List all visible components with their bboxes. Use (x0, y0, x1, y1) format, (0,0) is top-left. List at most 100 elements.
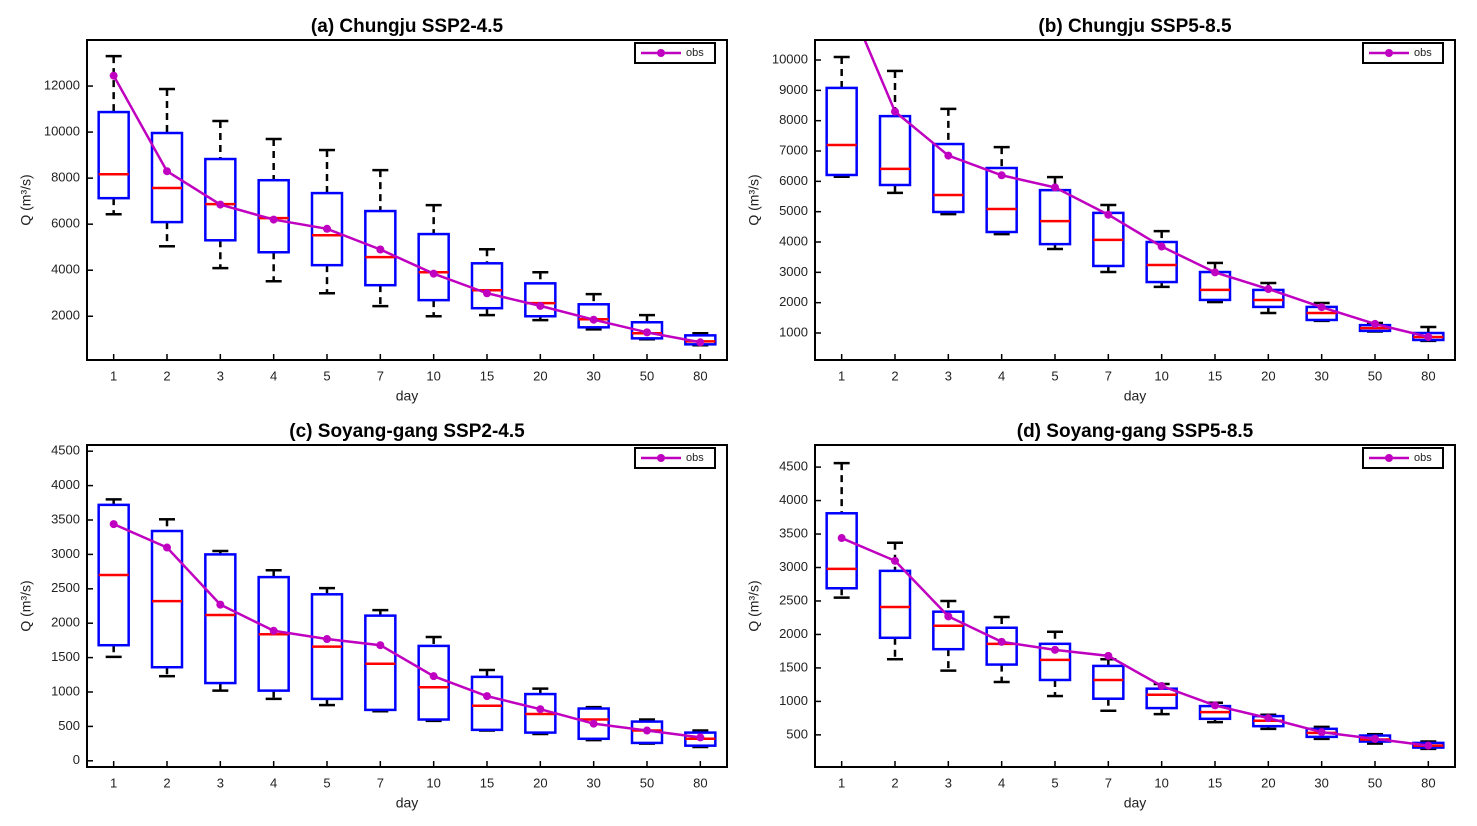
obs-marker (696, 733, 705, 742)
x-tick-label: 80 (1421, 775, 1435, 790)
box (577, 707, 610, 741)
x-tick-label: 15 (480, 368, 494, 383)
obs-marker (1157, 681, 1166, 690)
obs-marker (269, 215, 278, 224)
chart-title: (b) Chungju SSP5-8.5 (1038, 16, 1232, 37)
x-tick-label: 4 (270, 368, 277, 383)
y-tick-label: 3500 (51, 511, 80, 526)
obs-marker (643, 328, 651, 337)
box (1145, 687, 1178, 710)
box (470, 675, 504, 732)
x-tick-label: 50 (640, 775, 654, 790)
obs-marker (163, 167, 171, 176)
y-tick-label: 5000 (779, 203, 808, 218)
obs-marker (429, 672, 438, 681)
obs-marker (1317, 303, 1326, 312)
obs-marker (323, 224, 331, 233)
obs-marker (1051, 645, 1059, 654)
x-tick-label: 5 (1051, 775, 1058, 790)
box (417, 232, 450, 302)
box (630, 320, 664, 340)
y-tick-label: 2000 (51, 615, 80, 630)
obs-marker (997, 171, 1006, 180)
panel: (c) Soyang-gang SSP2-4.5 day Q (m³/s) 0 500 1… (18, 421, 728, 811)
obs-marker (1104, 651, 1113, 660)
y-tick-label: 500 (58, 718, 80, 733)
x-tick-label: 4 (998, 368, 1005, 383)
obs-marker (837, 534, 846, 543)
box (150, 131, 184, 224)
obs-marker (1051, 183, 1059, 192)
y-axis-label: Q (m³/s) (18, 580, 34, 631)
obs-marker (109, 71, 118, 80)
chart-title: (c) Soyang-gang SSP2-4.5 (289, 421, 525, 442)
box (150, 529, 184, 669)
y-tick-label: 4500 (779, 459, 808, 474)
panel: (b) Chungju SSP5-8.5 day Q (m³/s) 1000 2000 3… (746, 16, 1456, 404)
x-tick-label: 1 (110, 775, 117, 790)
y-tick-label: 1000 (779, 324, 808, 339)
box (985, 626, 1018, 666)
obs-marker (1264, 714, 1273, 723)
box (524, 282, 557, 318)
axes-frame (814, 39, 1456, 361)
y-tick-label: 6000 (779, 173, 808, 188)
obs-line (113, 522, 701, 739)
x-tick-label: 3 (945, 775, 952, 790)
obs-marker (429, 269, 438, 278)
x-tick-label: 2 (163, 368, 170, 383)
y-tick-label: 4000 (51, 262, 80, 277)
y-tick-label: 4500 (51, 443, 80, 458)
x-tick-label: 50 (1368, 775, 1382, 790)
y-tick-label: 1500 (779, 659, 808, 674)
x-tick-label: 80 (693, 368, 707, 383)
obs-line (863, 40, 1429, 339)
x-axis-label: day (396, 795, 419, 811)
x-tick-label: 80 (1421, 368, 1435, 383)
box (825, 86, 858, 177)
box (878, 569, 912, 640)
x-tick-label: 4 (270, 775, 277, 790)
obs-marker (323, 635, 331, 644)
y-tick-label: 9000 (779, 82, 808, 97)
y-axis-label: Q (m³/s) (18, 174, 34, 225)
obs-marker (109, 520, 118, 529)
x-tick-label: 1 (838, 368, 845, 383)
obs-marker (163, 543, 171, 552)
x-tick-label: 30 (586, 368, 600, 383)
axes-frame (86, 444, 728, 768)
box (1145, 240, 1178, 284)
x-tick-label: 5 (323, 775, 330, 790)
legend-marker (1385, 454, 1393, 462)
box (1092, 664, 1125, 700)
x-tick-label: 30 (1314, 775, 1328, 790)
obs-marker (1211, 701, 1219, 710)
box (204, 553, 237, 685)
box (364, 209, 397, 287)
x-tick-label: 1 (838, 775, 845, 790)
obs-marker (1104, 210, 1113, 219)
y-tick-label: 8000 (779, 112, 808, 127)
obs-marker (536, 301, 545, 310)
x-tick-label: 15 (1208, 775, 1222, 790)
legend-marker (1385, 49, 1393, 57)
x-tick-label: 7 (377, 368, 384, 383)
x-tick-label: 30 (1314, 368, 1328, 383)
axes-frame (86, 39, 728, 361)
obs-marker (269, 626, 278, 635)
y-tick-label: 2000 (779, 626, 808, 641)
legend-marker (657, 454, 665, 462)
x-tick-label: 7 (377, 775, 384, 790)
x-tick-label: 3 (945, 368, 952, 383)
obs-marker (696, 338, 705, 347)
x-tick-label: 2 (163, 775, 170, 790)
x-tick-label: 20 (1261, 368, 1275, 383)
y-tick-label: 1500 (51, 649, 80, 664)
y-tick-label: 3000 (779, 559, 808, 574)
obs-marker (589, 719, 598, 728)
box (1038, 642, 1072, 682)
x-tick-label: 10 (1154, 775, 1168, 790)
obs-marker (216, 200, 225, 209)
x-tick-label: 20 (533, 368, 547, 383)
